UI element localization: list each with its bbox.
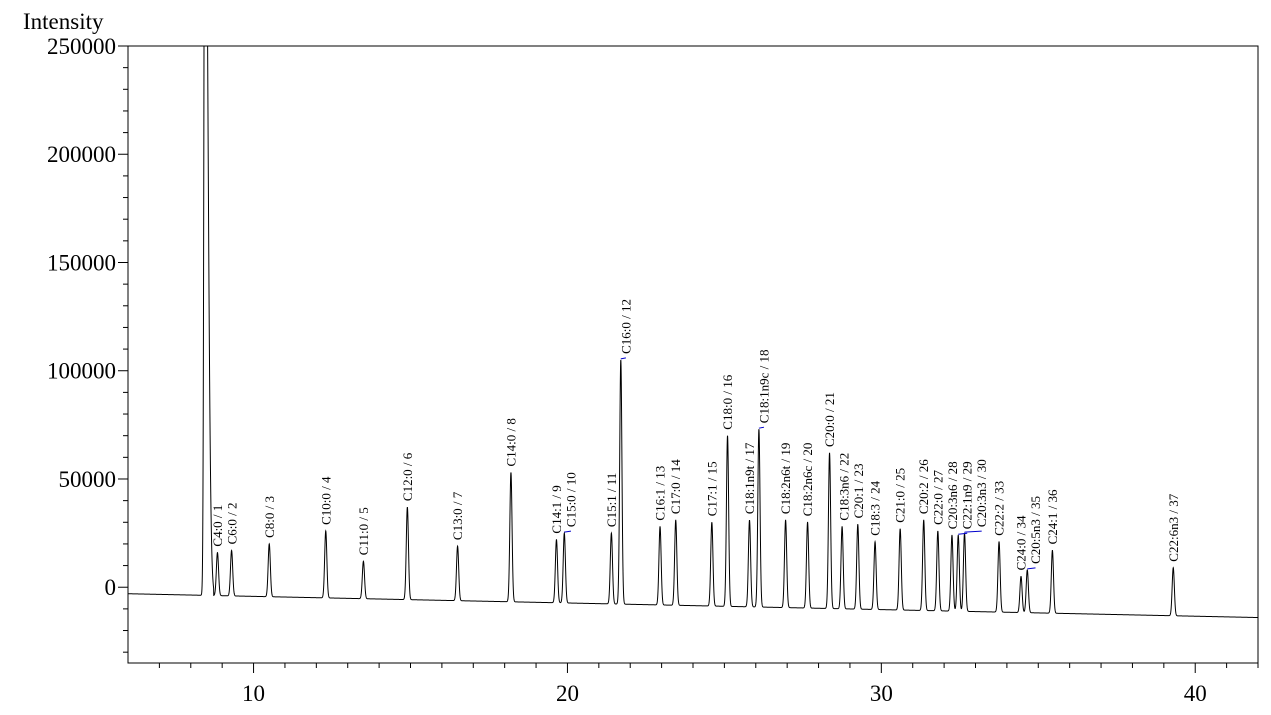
peak-label: C6:0 / 2 (225, 502, 240, 544)
peak-label: C21:0 / 25 (893, 468, 908, 523)
y-tick-label: 250000 (47, 34, 116, 59)
x-tick-label: 10 (242, 681, 265, 706)
peak-label: C14:1 / 9 (549, 485, 564, 533)
y-axis-ticks: 0 50000 100000 150000 200000 250000 (47, 34, 128, 653)
peak-label: C12:0 / 6 (400, 452, 415, 501)
peak-label: C18:1n9c / 18 (757, 350, 772, 424)
peak-label: C14:0 / 8 (503, 418, 518, 466)
peak-label: C24:1 / 36 (1045, 489, 1060, 544)
peak-label: C20:2 / 26 (916, 459, 931, 514)
y-tick-label: 150000 (47, 250, 116, 275)
peak-label: C18:2n6t / 19 (778, 443, 793, 515)
x-tick-label: 40 (1184, 681, 1207, 706)
peak-label: C18:3n6 / 22 (837, 453, 852, 521)
peak-label: C10:0 / 4 (318, 476, 333, 525)
peak-label: C13:0 / 7 (450, 491, 465, 540)
peak-label: C4:0 / 1 (210, 505, 225, 547)
peak-label: C18:2n6c / 20 (800, 443, 815, 517)
peak-leader-line (958, 532, 968, 535)
peak-leader-line (620, 357, 626, 360)
peak-leader-line (964, 530, 982, 533)
peak-label: C22:1n9 / 29 (960, 461, 975, 529)
peak-label: C22:2 / 33 (992, 481, 1007, 536)
y-axis-label: Intensity (23, 9, 104, 34)
x-tick-label: 20 (556, 681, 579, 706)
plot-frame (127, 45, 1259, 664)
peak-label: C17:1 / 15 (704, 461, 719, 516)
peak-labels: C4:0 / 1 C6:0 / 2 C8:0 / 3 C10:0 / 4 C11:0 /… (210, 299, 1181, 570)
peak-leader-line (758, 426, 765, 429)
y-tick-label: 0 (105, 575, 117, 600)
peak-label: C8:0 / 3 (262, 496, 277, 538)
peak-label: C11:0 / 5 (356, 507, 371, 555)
peak-label: C20:5n3 / 35 (1028, 496, 1043, 564)
peak-label: C18:1n9t / 17 (742, 442, 757, 514)
peak-label: C20:3n6 / 28 (945, 461, 960, 529)
peak-label: C20:0 / 21 (822, 392, 837, 447)
peak-label: C16:0 / 12 (618, 299, 633, 354)
peak-label: C16:1 / 13 (653, 466, 668, 521)
peak-label: C18:0 / 16 (720, 374, 735, 429)
chromatogram-trace (128, 46, 1258, 619)
peak-label: C17:0 / 14 (668, 459, 683, 514)
x-axis-ticks: 10 20 30 40 (158, 663, 1259, 706)
y-tick-label: 100000 (47, 359, 116, 384)
y-tick-label: 50000 (59, 467, 117, 492)
peak-leader-line (564, 530, 572, 533)
peak-label: C22:6n3 / 37 (1166, 493, 1181, 561)
y-tick-label: 200000 (47, 142, 116, 167)
peak-label: C24:0 / 34 (1014, 515, 1029, 570)
peak-label: C18:3 / 24 (868, 480, 883, 535)
peak-leader-line (1027, 567, 1036, 570)
peak-label: C20:1 / 23 (851, 463, 866, 518)
x-tick-label: 30 (870, 681, 893, 706)
peak-label: C22:0 / 27 (931, 470, 946, 525)
peak-label: C20:3n3 / 30 (974, 459, 989, 527)
peak-label: C15:0 / 10 (564, 472, 579, 527)
peak-label: C15:1 / 11 (604, 473, 619, 527)
